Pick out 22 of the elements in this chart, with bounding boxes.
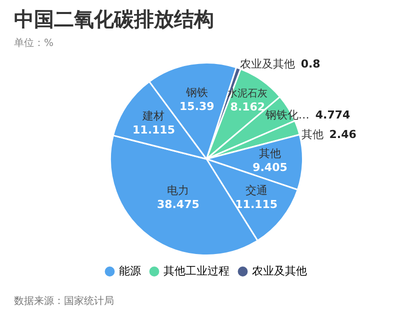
data-label: 4.774 <box>315 108 351 122</box>
data-label: 0.8 <box>300 57 320 70</box>
data-label: 8.162 <box>230 100 266 114</box>
text: 单位：% <box>14 36 54 50</box>
category-label: 其他 <box>301 128 324 142</box>
source-note: 数据来源：国家统计局 <box>14 294 114 308</box>
legend-label: 农业及其他 <box>252 264 307 278</box>
legend-label: 其他工业过程 <box>163 264 230 278</box>
data-label: 11.115 <box>235 198 278 212</box>
data-label: 11.115 <box>132 123 175 136</box>
category-label: 交通 <box>245 184 268 198</box>
data-label: 2.46 <box>329 128 357 142</box>
category-label: 电力 <box>167 184 190 197</box>
data-label: 38.475 <box>156 198 200 211</box>
legend-label: 能源 <box>118 264 141 278</box>
data-label: 15.39 <box>180 100 214 113</box>
category-label: 钢铁 <box>184 86 208 99</box>
category-label: 农业及其他 <box>240 57 295 70</box>
category-label: 其他 <box>258 147 281 160</box>
text: 中国二氧化碳排放结构 <box>14 6 214 33</box>
category-label: 建材 <box>142 109 165 122</box>
data-label: 9.405 <box>252 161 288 174</box>
